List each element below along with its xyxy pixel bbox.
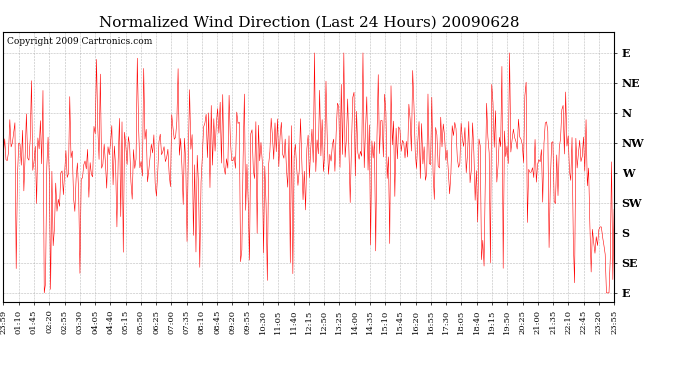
Title: Normalized Wind Direction (Last 24 Hours) 20090628: Normalized Wind Direction (Last 24 Hours…: [99, 15, 519, 29]
Text: Copyright 2009 Cartronics.com: Copyright 2009 Cartronics.com: [6, 37, 152, 46]
